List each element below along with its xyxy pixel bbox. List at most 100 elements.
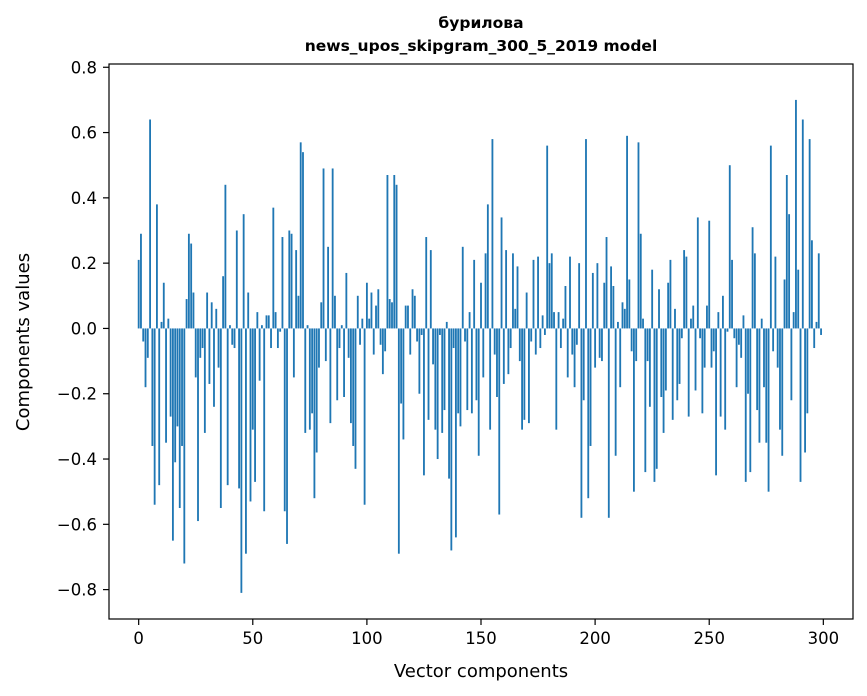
- bar: [361, 318, 364, 329]
- bar: [617, 321, 619, 329]
- bar: [680, 328, 683, 339]
- bar: [185, 299, 188, 329]
- bar: [671, 328, 674, 420]
- bar: [427, 328, 430, 420]
- bar: [407, 305, 409, 329]
- bar: [539, 328, 542, 349]
- y-tick-label: −0.8: [57, 581, 97, 600]
- bar: [365, 282, 368, 329]
- bar: [400, 328, 403, 404]
- bar: [388, 299, 391, 329]
- bar: [160, 321, 163, 329]
- bar: [249, 328, 252, 502]
- bar: [370, 292, 373, 329]
- chart-subtitle: news_upos_skipgram_300_5_2019 model: [305, 37, 658, 55]
- bar: [808, 139, 811, 329]
- bar: [153, 328, 156, 505]
- bar: [477, 328, 480, 456]
- bar: [779, 328, 781, 430]
- bar: [621, 302, 624, 329]
- bar: [350, 328, 352, 424]
- bar: [557, 312, 560, 329]
- bar: [190, 243, 193, 329]
- bar: [566, 328, 569, 378]
- bar: [156, 204, 158, 329]
- bar: [377, 289, 380, 329]
- bar: [167, 318, 170, 329]
- bar: [219, 328, 222, 508]
- bar: [676, 328, 679, 401]
- bar: [299, 142, 302, 329]
- bar: [158, 328, 161, 486]
- bar: [283, 328, 286, 512]
- bar: [334, 295, 336, 329]
- bar: [450, 328, 453, 551]
- bar: [217, 328, 220, 368]
- bar: [737, 328, 740, 345]
- bar: [263, 328, 266, 512]
- bar: [425, 237, 428, 329]
- bar: [637, 142, 640, 329]
- bar: [461, 246, 464, 329]
- bar: [521, 328, 523, 430]
- bar: [420, 328, 423, 335]
- bar: [318, 328, 320, 368]
- bar: [363, 328, 366, 505]
- bar: [171, 328, 174, 541]
- bar: [233, 328, 236, 349]
- bar: [395, 184, 398, 329]
- bar: [546, 145, 549, 329]
- bar: [247, 292, 250, 329]
- bar: [466, 328, 469, 411]
- bar: [662, 328, 665, 433]
- bar: [610, 266, 612, 329]
- bar: [320, 302, 323, 329]
- bar: [423, 328, 425, 476]
- bar: [801, 119, 804, 329]
- y-tick-label: 0.8: [71, 58, 97, 77]
- bar: [411, 289, 414, 329]
- bar: [347, 328, 350, 358]
- y-axis-label: Components values: [13, 253, 34, 431]
- bar: [747, 328, 749, 394]
- bar: [706, 305, 708, 329]
- bar: [149, 119, 151, 329]
- bar: [356, 295, 359, 329]
- bar: [306, 325, 309, 329]
- bar: [452, 328, 455, 349]
- bar: [245, 328, 247, 554]
- bar: [628, 279, 631, 329]
- bar: [297, 295, 300, 329]
- bar: [409, 328, 412, 355]
- bar: [286, 328, 288, 544]
- x-axis-label: Vector components: [394, 661, 568, 682]
- bar: [623, 308, 626, 329]
- bar: [569, 256, 571, 329]
- bar: [256, 312, 259, 329]
- bar: [694, 328, 697, 391]
- bar: [201, 328, 204, 349]
- bar: [717, 312, 720, 329]
- bar: [242, 214, 245, 329]
- bar: [751, 227, 754, 329]
- bar: [308, 328, 311, 430]
- bar: [658, 289, 660, 329]
- bar: [482, 328, 485, 378]
- bar: [397, 328, 400, 554]
- bar: [642, 318, 644, 329]
- bar: [500, 217, 503, 329]
- bar: [144, 328, 147, 388]
- bar: [548, 263, 551, 329]
- bar: [740, 328, 743, 358]
- bar: [648, 328, 651, 407]
- bar: [742, 315, 745, 329]
- bar: [655, 328, 658, 469]
- bar: [439, 328, 441, 335]
- bar: [457, 328, 460, 414]
- bar: [176, 328, 179, 427]
- bar: [279, 328, 282, 332]
- bar: [518, 328, 521, 362]
- bar: [578, 263, 581, 329]
- bar: [790, 328, 793, 401]
